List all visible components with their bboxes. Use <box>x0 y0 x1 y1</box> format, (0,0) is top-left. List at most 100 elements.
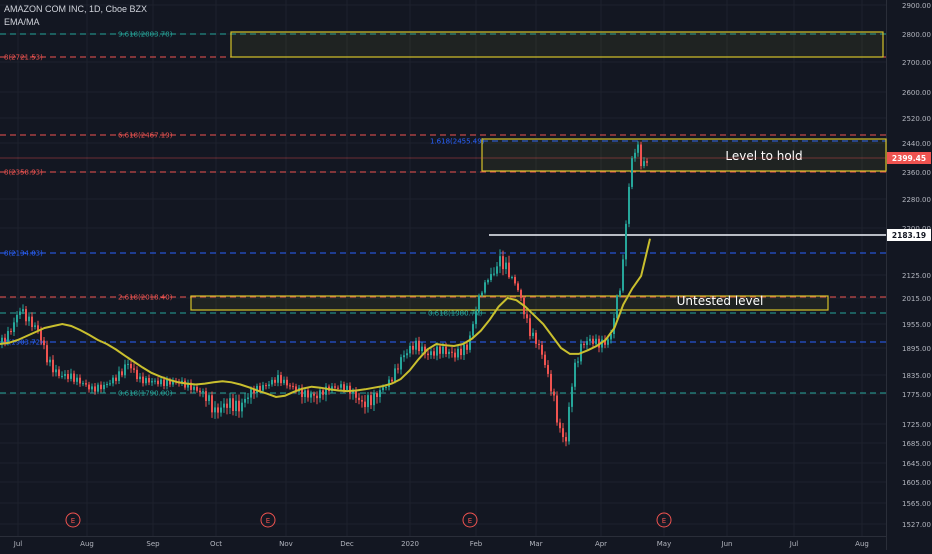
candle-body <box>7 331 9 342</box>
candle-body <box>499 256 501 267</box>
candle <box>151 378 153 386</box>
candle <box>376 391 378 404</box>
candle <box>325 383 327 402</box>
symbol-title[interactable]: AMAZON COM INC, 1D, Cboe BZX <box>4 4 148 14</box>
candle-body <box>85 383 87 385</box>
candle <box>94 383 96 395</box>
candle-body <box>19 311 21 315</box>
candle-body <box>535 332 537 344</box>
earnings-marker-label: E <box>662 517 666 525</box>
candle <box>481 290 483 297</box>
candle-body <box>391 379 393 382</box>
candle-body <box>220 407 222 413</box>
candle <box>229 392 231 415</box>
price-tag-bg <box>887 152 931 164</box>
candle-body <box>403 355 405 358</box>
candle <box>439 343 441 359</box>
candle-body <box>577 361 579 363</box>
price-tag-label: 2399.45 <box>892 154 926 163</box>
candle-body <box>163 379 165 386</box>
candle-body <box>562 428 564 438</box>
candle-body <box>61 375 63 377</box>
candle-body <box>28 316 30 322</box>
earnings-marker-circle <box>462 512 478 528</box>
candle-body <box>235 400 237 411</box>
candle-body <box>253 389 255 394</box>
candle-body <box>130 363 132 369</box>
zone-box <box>190 295 829 311</box>
candle <box>418 336 420 355</box>
price-tick-label: 1527.00 <box>902 521 931 529</box>
candle <box>22 304 24 315</box>
zone-box <box>481 138 887 172</box>
candle <box>268 380 270 389</box>
candle-body <box>229 398 231 408</box>
fib-level-label: 0.618(1790.00) <box>118 390 173 398</box>
candle <box>265 382 267 390</box>
candle-body <box>310 393 312 398</box>
candle <box>88 381 90 393</box>
candle <box>283 376 285 386</box>
candle-body <box>586 341 588 345</box>
candle-body <box>313 393 315 396</box>
price-tick-label: 1645.00 <box>902 460 931 468</box>
candle <box>271 377 273 387</box>
candle <box>106 381 108 388</box>
candle-body <box>604 339 606 345</box>
candle-body <box>22 309 24 312</box>
candle <box>559 418 561 433</box>
candle-body <box>91 386 93 390</box>
candle-body <box>154 380 156 382</box>
candle-body <box>379 390 381 397</box>
candle <box>505 257 507 274</box>
candle-body <box>166 379 168 386</box>
candle-body <box>622 259 624 291</box>
candle <box>241 398 243 418</box>
earnings-marker-circle <box>260 512 276 528</box>
candle <box>58 366 60 379</box>
time-tick-label: Apr <box>595 540 607 548</box>
candle <box>154 378 156 385</box>
candle-body <box>43 340 45 346</box>
candle-body <box>595 338 597 344</box>
candle-body <box>241 402 243 412</box>
candle-body <box>295 386 297 392</box>
price-tick-label: 1775.00 <box>902 391 931 399</box>
candle <box>625 220 627 267</box>
time-axis: Jul Aug Sep Oct Nov Dec 2020 Feb Mar Apr May Jun Jul… <box>13 540 869 548</box>
candle-body <box>319 390 321 399</box>
candle <box>364 395 366 414</box>
candle <box>457 345 459 361</box>
candle-body <box>640 144 642 167</box>
fib-level-label: 1.618(2455.49) <box>430 138 485 146</box>
candle-body <box>571 386 573 407</box>
candle-body <box>157 380 159 385</box>
zone-box <box>230 31 884 58</box>
candle-body <box>145 378 147 384</box>
candle-body <box>370 395 372 406</box>
candle <box>121 368 123 378</box>
candle-body <box>352 390 354 394</box>
candle-body <box>274 379 276 383</box>
candle <box>400 354 402 375</box>
price-tag-bg <box>887 229 931 241</box>
price-tick-label: 2440.00 <box>902 140 931 148</box>
candle-body <box>238 400 240 412</box>
indicator-label[interactable]: EMA/MA <box>4 17 40 27</box>
price-tick-label: 1725.00 <box>902 421 931 429</box>
candle-body <box>613 318 615 334</box>
candle-body <box>520 290 522 298</box>
candle <box>535 330 537 348</box>
earnings-marker-label: E <box>468 517 472 525</box>
candle-body <box>100 384 102 390</box>
candle <box>79 374 81 387</box>
candle-body <box>169 379 171 385</box>
candle <box>91 383 93 393</box>
candle-body <box>73 373 75 382</box>
candle-body <box>127 363 129 365</box>
candle-body <box>340 384 342 388</box>
candle-body <box>637 144 639 153</box>
candle-body <box>322 390 324 395</box>
candle <box>109 379 111 386</box>
